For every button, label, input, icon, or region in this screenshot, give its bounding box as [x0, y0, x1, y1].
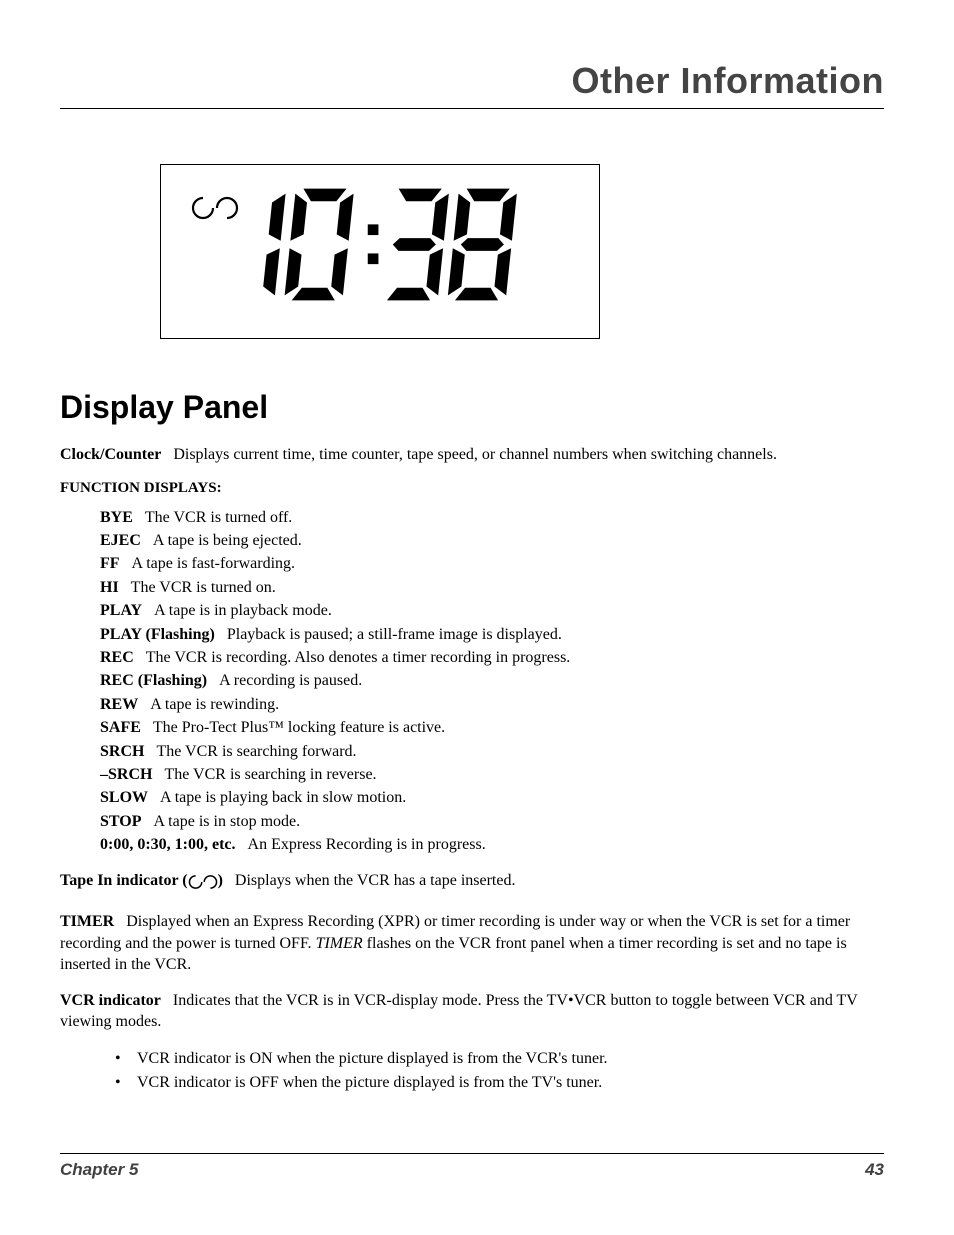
function-desc: A recording is paused. [219, 672, 362, 689]
page-footer: Chapter 5 43 [60, 1153, 884, 1180]
timer-para: TIMER Displayed when an Express Recordin… [60, 911, 884, 976]
function-desc: A tape is in playback mode. [154, 602, 332, 619]
function-desc: An Express Recording is in progress. [248, 836, 486, 853]
tape-in-icon [191, 195, 239, 226]
function-row: REC The VCR is recording. Also denotes a … [100, 647, 884, 669]
tape-glyph-icon [188, 874, 218, 897]
function-desc: A tape is playing back in slow motion. [160, 789, 406, 806]
function-desc: The Pro-Tect Plus™ locking feature is ac… [153, 719, 445, 736]
function-term: PLAY (Flashing) [100, 626, 215, 643]
function-row: REW A tape is rewinding. [100, 694, 884, 716]
function-term: SLOW [100, 789, 148, 806]
section-title: Display Panel [60, 389, 884, 426]
function-term: 0:00, 0:30, 1:00, etc. [100, 836, 236, 853]
display-panel-figure [160, 164, 600, 339]
vcr-indicator-term: VCR indicator [60, 992, 161, 1009]
vcr-bullets: VCR indicator is ON when the picture dis… [115, 1047, 884, 1095]
function-term: STOP [100, 813, 142, 830]
function-row: SAFE The Pro-Tect Plus™ locking feature i… [100, 717, 884, 739]
page-header-title: Other Information [60, 60, 884, 109]
function-desc: A tape is rewinding. [150, 696, 279, 713]
tape-in-term-pre: Tape In indicator ( [60, 872, 188, 889]
function-term: HI [100, 579, 119, 596]
function-term: SRCH [100, 743, 144, 760]
clock-counter-desc: Displays current time, time counter, tap… [173, 446, 777, 463]
function-term: SAFE [100, 719, 141, 736]
function-desc: The VCR is turned on. [131, 579, 276, 596]
function-desc: A tape is being ejected. [153, 532, 302, 549]
clock-counter-term: Clock/Counter [60, 446, 161, 463]
tape-in-term-post: ) [218, 872, 223, 889]
function-desc: A tape is fast-forwarding. [132, 555, 296, 572]
vcr-indicator-para: VCR indicator Indicates that the VCR is … [60, 990, 884, 1033]
function-row: PLAY A tape is in playback mode. [100, 600, 884, 622]
function-desc: Playback is paused; a still-frame image … [227, 626, 562, 643]
vcr-indicator-desc: Indicates that the VCR is in VCR-display… [60, 992, 858, 1031]
function-desc: The VCR is recording. Also denotes a tim… [146, 649, 571, 666]
function-term: BYE [100, 509, 133, 526]
footer-page: 43 [865, 1160, 884, 1180]
function-row: HI The VCR is turned on. [100, 577, 884, 599]
function-row: REC (Flashing) A recording is paused. [100, 670, 884, 692]
function-term: EJEC [100, 532, 141, 549]
function-term: FF [100, 555, 120, 572]
function-term: PLAY [100, 602, 142, 619]
footer-chapter: Chapter 5 [60, 1160, 138, 1180]
bullet-item: VCR indicator is ON when the picture dis… [115, 1047, 884, 1071]
function-term: –SRCH [100, 766, 152, 783]
function-desc: The VCR is searching in reverse. [164, 766, 376, 783]
function-desc: The VCR is turned off. [145, 509, 292, 526]
function-row: FF A tape is fast-forwarding. [100, 553, 884, 575]
functions-list: BYE The VCR is turned off.EJEC A tape is b… [100, 507, 884, 857]
timer-term: TIMER [60, 913, 114, 930]
function-row: SRCH The VCR is searching forward. [100, 741, 884, 763]
function-row: PLAY (Flashing) Playback is paused; a sti… [100, 624, 884, 646]
function-row: BYE The VCR is turned off. [100, 507, 884, 529]
tape-in-term: Tape In indicator () [60, 872, 227, 889]
function-row: EJEC A tape is being ejected. [100, 530, 884, 552]
function-row: STOP A tape is in stop mode. [100, 811, 884, 833]
clock-counter-para: Clock/Counter Displays current time, tim… [60, 444, 884, 466]
function-term: REC (Flashing) [100, 672, 207, 689]
tape-in-para: Tape In indicator () Displays when the V… [60, 870, 884, 897]
function-term: REW [100, 696, 138, 713]
function-term: REC [100, 649, 134, 666]
function-row: –SRCH The VCR is searching in reverse. [100, 764, 884, 786]
tape-in-desc: Displays when the VCR has a tape inserte… [235, 872, 516, 889]
function-desc: The VCR is searching forward. [156, 743, 356, 760]
function-desc: A tape is in stop mode. [154, 813, 301, 830]
function-row: SLOW A tape is playing back in slow motio… [100, 787, 884, 809]
bullet-item: VCR indicator is OFF when the picture di… [115, 1071, 884, 1095]
clock-display [256, 185, 531, 309]
functions-heading: FUNCTION DISPLAYS: [60, 480, 884, 497]
function-row: 0:00, 0:30, 1:00, etc. An Express Recordi… [100, 834, 884, 856]
timer-italic: TIMER [316, 935, 363, 952]
